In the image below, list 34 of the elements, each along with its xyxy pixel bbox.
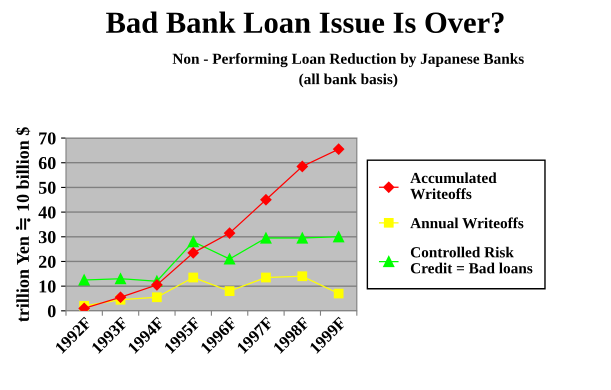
legend-label: Controlled Risk Credit = Bad loans (410, 246, 532, 274)
point (333, 144, 344, 155)
point (297, 271, 308, 282)
point (260, 194, 272, 206)
point (188, 236, 199, 248)
chart-title: Bad Bank Loan Issue Is Over? (106, 11, 504, 34)
y-tick-label: 60 (38, 157, 56, 170)
point (78, 274, 90, 286)
y-tick-label: 40 (38, 206, 56, 219)
y-tick-label: 0 (48, 305, 56, 318)
legend-label: Accumulated Writeoffs (410, 172, 497, 200)
point (151, 279, 162, 291)
point (188, 272, 198, 282)
y-axis-title: trillion Yen ≒ 10 billion $ (16, 127, 30, 322)
point (114, 273, 126, 284)
y-tick-label: 30 (38, 231, 56, 244)
legend-label: Annual Writeoffs (410, 217, 524, 228)
point (114, 292, 126, 303)
y-tick-label: 10 (40, 280, 56, 293)
point (224, 253, 236, 265)
y-tick-label: 20 (38, 256, 56, 268)
point (261, 272, 271, 282)
point (224, 286, 234, 296)
point (188, 247, 199, 258)
point (334, 288, 344, 298)
point (224, 227, 236, 239)
point (333, 231, 344, 242)
point (296, 232, 308, 244)
y-tick-label: 50 (38, 182, 56, 194)
chart-subtitle: Non - Performing Loan Reduction by Japanese Banks (all bank basis) (172, 53, 524, 88)
point (260, 232, 272, 244)
point (152, 292, 162, 302)
y-tick-label: 70 (39, 132, 56, 144)
point (296, 160, 308, 172)
